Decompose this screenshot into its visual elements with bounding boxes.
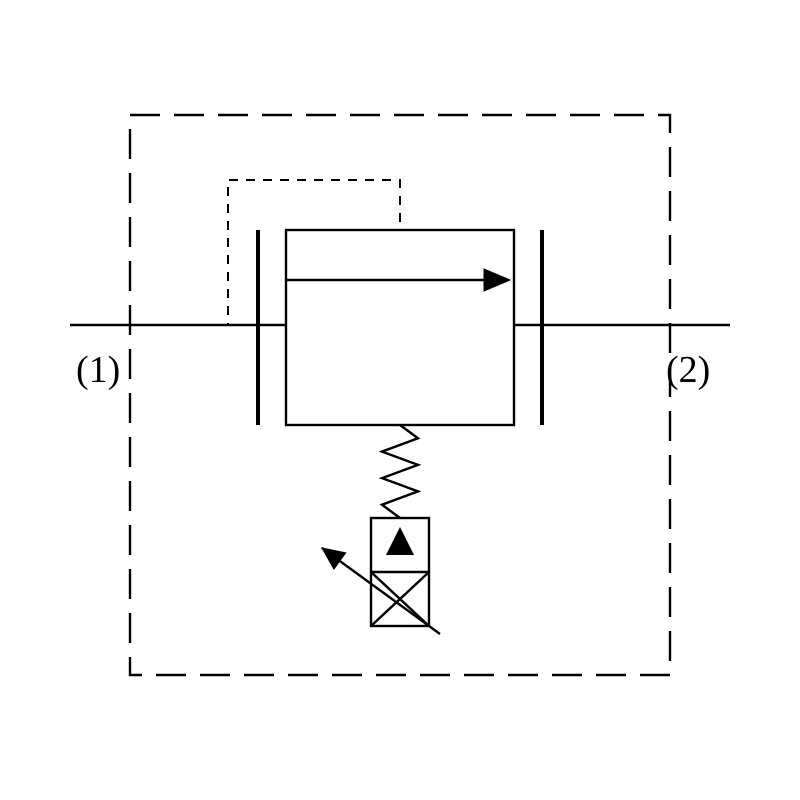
port-label-2: (2) [666,349,710,391]
adjust-arrow-head [322,548,346,569]
hydraulic-schematic: (1) (2) [0,0,800,800]
valve-body [286,230,514,425]
port-label-1: (1) [76,349,120,391]
spring-symbol [382,425,418,518]
